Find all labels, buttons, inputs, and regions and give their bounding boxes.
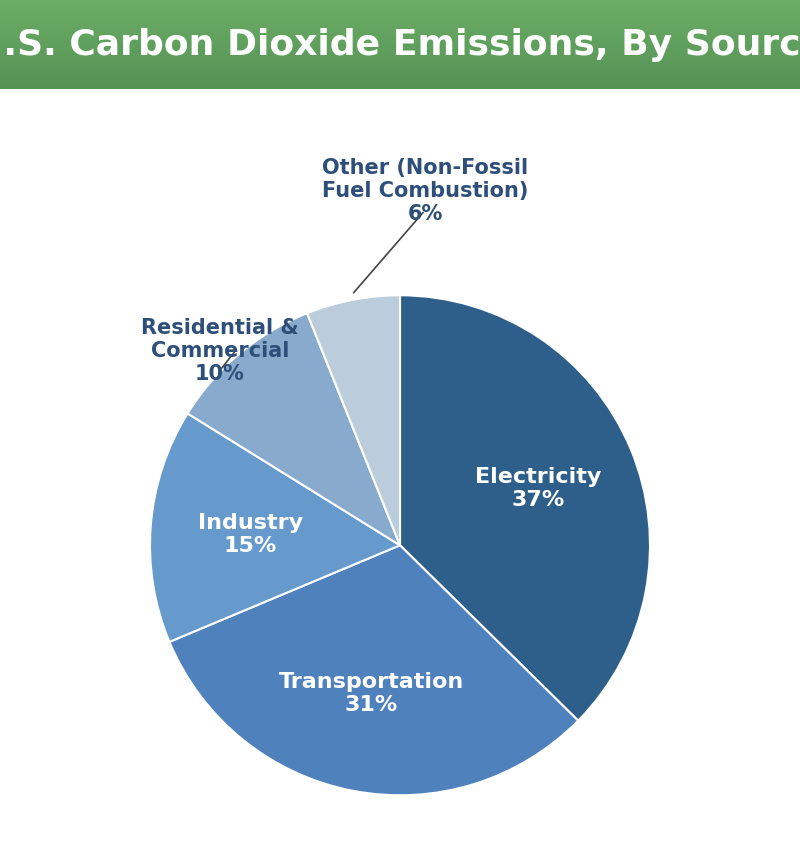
Text: Transportation
31%: Transportation 31%	[279, 671, 464, 714]
Wedge shape	[170, 545, 578, 796]
Text: Industry
15%: Industry 15%	[198, 512, 303, 556]
Wedge shape	[187, 314, 400, 545]
Text: Other (Non-Fossil
Fuel Combustion)
6%: Other (Non-Fossil Fuel Combustion) 6%	[322, 158, 528, 224]
Text: Residential &
Commercial
10%: Residential & Commercial 10%	[141, 318, 299, 384]
Text: U.S. Carbon Dioxide Emissions, By Source: U.S. Carbon Dioxide Emissions, By Source	[0, 28, 800, 61]
Wedge shape	[400, 296, 650, 721]
Text: Electricity
37%: Electricity 37%	[475, 466, 602, 509]
Wedge shape	[150, 414, 400, 642]
Wedge shape	[307, 296, 400, 545]
